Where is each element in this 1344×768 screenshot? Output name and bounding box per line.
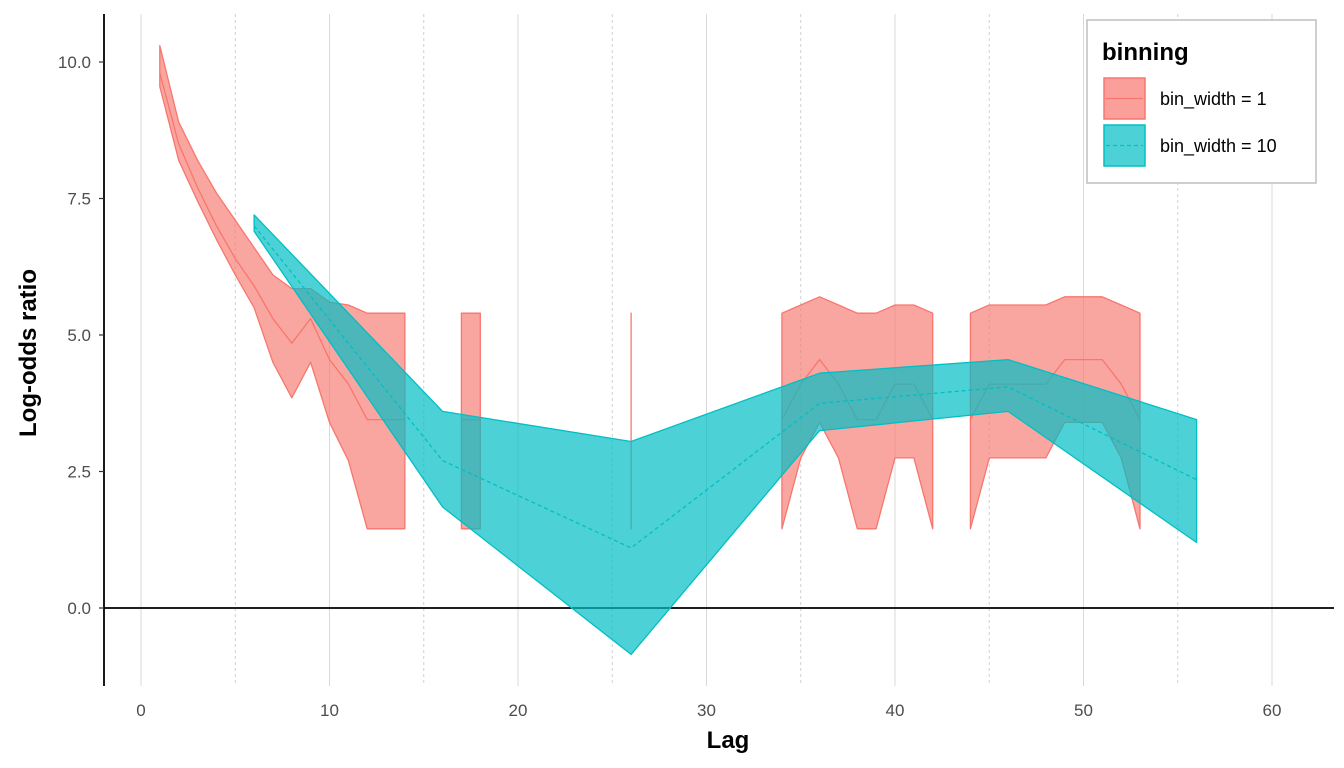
legend-item: bin_width = 10 (1103, 124, 1277, 167)
legend-key (1103, 124, 1146, 167)
legend-item: bin_width = 1 (1103, 77, 1267, 120)
tick-labels: 0 10 20 30 40 50 60 0.0 2.5 5.0 7.5 10.0 (58, 53, 1282, 720)
legend-label: bin_width = 1 (1160, 89, 1267, 110)
ribbon-midline (159, 72, 405, 421)
y-tick-label: 2.5 (67, 463, 91, 482)
x-tick-label: 30 (697, 701, 716, 720)
y-tick-label: 10.0 (58, 53, 91, 72)
series-2-ribbons (253, 214, 1198, 656)
x-tick-label: 20 (509, 701, 528, 720)
legend-label: bin_width = 10 (1160, 136, 1277, 157)
x-tick-label: 0 (136, 701, 145, 720)
legend: binning bin_width = 1 bin_width = 10 (1086, 19, 1317, 184)
x-tick-label: 10 (320, 701, 339, 720)
x-tick-label: 40 (886, 701, 905, 720)
x-axis-title: Lag (707, 727, 750, 754)
ribbon-band (159, 44, 406, 530)
x-tick-label: 50 (1074, 701, 1093, 720)
y-tick-label: 5.0 (67, 326, 91, 345)
y-axis-title: Log-odds ratio (15, 269, 42, 437)
x-tick-label: 60 (1263, 701, 1282, 720)
y-tick-label: 7.5 (67, 190, 91, 209)
y-tick-label: 0.0 (67, 599, 91, 618)
ribbons (159, 44, 1198, 656)
ribbon-band (253, 214, 1198, 656)
legend-title: binning (1102, 39, 1189, 66)
